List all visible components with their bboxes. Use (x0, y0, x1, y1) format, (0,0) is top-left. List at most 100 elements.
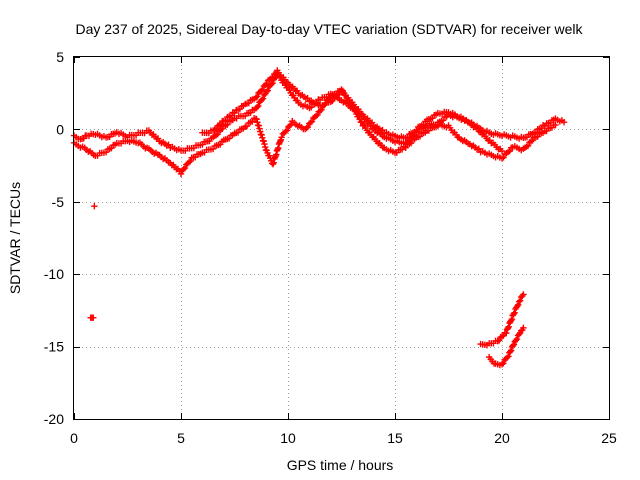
data-point (316, 107, 324, 115)
data-point (214, 130, 221, 138)
data-point (500, 360, 507, 367)
data-point (254, 93, 261, 100)
data-point (506, 147, 513, 155)
data-point (513, 335, 521, 343)
data-point (269, 79, 276, 87)
data-point (304, 94, 311, 102)
data-point (509, 342, 517, 349)
series-isolated-points (87, 202, 98, 321)
grid-lines (74, 57, 609, 419)
data-point (256, 128, 264, 135)
data-point (263, 80, 270, 87)
data-point (507, 317, 515, 324)
data-point (211, 126, 218, 133)
data-point (254, 119, 261, 126)
data-point (524, 142, 532, 149)
data-point (516, 297, 524, 304)
data-point (263, 88, 270, 95)
plot-frame (73, 56, 610, 420)
data-point (503, 354, 511, 361)
data-point (216, 121, 223, 129)
data-point (214, 122, 221, 130)
data-point (527, 138, 535, 145)
data-point (505, 353, 512, 360)
data-point (314, 111, 321, 119)
y-tick-label: -15 (44, 339, 64, 355)
data-point (514, 302, 521, 310)
data-point (256, 125, 263, 132)
data-point (312, 112, 320, 120)
series-lower-track (70, 86, 559, 178)
data-point (282, 128, 289, 135)
data-point (253, 103, 261, 111)
data-point (515, 301, 522, 309)
data-point (278, 134, 285, 141)
data-point (475, 145, 483, 153)
data-point (261, 140, 268, 148)
data-point (264, 87, 271, 94)
y-axis-label: SDTVAR / TECUs (7, 182, 23, 294)
data-point (498, 361, 506, 368)
data-point (262, 81, 269, 89)
data-point (329, 97, 336, 105)
data-point (181, 164, 189, 172)
y-tick-label: -10 (44, 266, 64, 282)
data-point (560, 118, 568, 126)
axis-ticks: 0 5 10 15 20 25 -20 -15 -10 -5 0 5 (44, 49, 617, 446)
series-upper-track (199, 67, 506, 155)
series-late-arc-upper (477, 291, 527, 349)
y-tick-label: -20 (44, 411, 64, 427)
data-point (503, 329, 510, 337)
data-point (308, 118, 316, 125)
x-tick-label: 5 (177, 430, 185, 446)
data-point (515, 298, 523, 305)
data-point (520, 324, 527, 331)
chart-title: Day 237 of 2025, Sidereal Day-to-day VTE… (75, 21, 583, 37)
series-late-arc-lower (485, 324, 527, 369)
data-point (259, 134, 266, 141)
data-point (90, 314, 97, 321)
data-point (318, 106, 325, 114)
data-point (511, 309, 518, 316)
data-point (258, 131, 265, 139)
data-point (507, 348, 514, 355)
data-point (303, 124, 310, 132)
y-tick-label: -5 (52, 194, 65, 210)
data-point (335, 91, 342, 98)
x-tick-label: 20 (494, 430, 510, 446)
data-point (510, 341, 518, 348)
data-point (504, 324, 512, 332)
data-point (500, 154, 507, 161)
data-point (495, 337, 503, 344)
data-point (252, 94, 260, 101)
data-point (358, 118, 366, 126)
data-point (258, 96, 266, 104)
data-point (379, 126, 386, 134)
data-point (286, 122, 293, 129)
data-point (508, 316, 516, 323)
data-marks (70, 67, 568, 369)
data-point (185, 159, 193, 166)
data-point (255, 122, 262, 129)
data-point (307, 119, 314, 126)
data-point (259, 95, 267, 102)
data-point (498, 147, 506, 155)
data-point (507, 347, 515, 354)
data-point (512, 337, 520, 344)
data-point (304, 123, 312, 131)
data-point (552, 121, 559, 129)
data-point (177, 170, 185, 178)
data-point (217, 126, 224, 134)
data-point (498, 333, 506, 340)
data-point (261, 143, 269, 151)
data-point (494, 337, 501, 345)
x-tick-label: 15 (387, 430, 403, 446)
x-tick-label: 10 (280, 430, 296, 446)
x-axis-label: GPS time / hours (287, 457, 394, 473)
y-tick-label: 5 (56, 49, 64, 65)
data-point (260, 137, 267, 145)
data-point (510, 310, 517, 318)
data-point (258, 87, 265, 94)
data-point (520, 291, 527, 298)
data-point (180, 166, 187, 173)
